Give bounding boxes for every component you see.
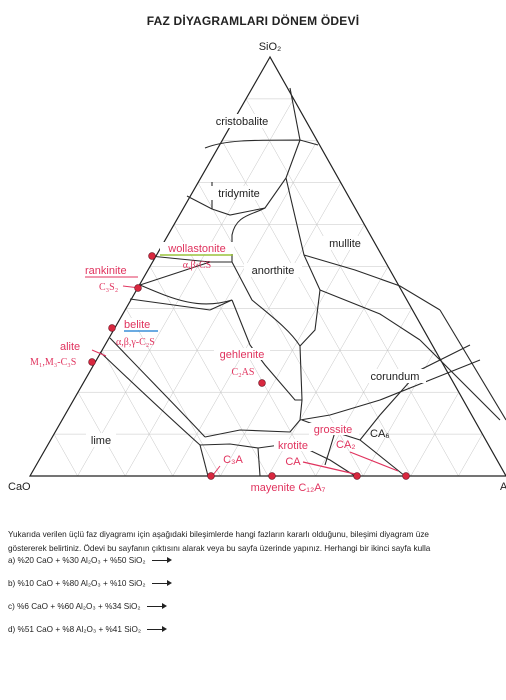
- belite-formula: α,β,γ-C₂S: [116, 337, 155, 348]
- triangle-outline: [28, 55, 506, 477]
- point-mayenite: [268, 472, 276, 480]
- grid-line: [458, 433, 483, 476]
- alite-formula: M₁,M₃-C₃S: [30, 357, 76, 368]
- region-lime: lime: [91, 435, 111, 447]
- wollastonite-formula: α,β‹CS: [183, 260, 211, 271]
- vertex-label-al2o3: A: [500, 481, 506, 493]
- point-wollastonite: [148, 252, 156, 260]
- gehlenite-formula: C₂AS: [232, 367, 255, 378]
- region-anorthite: anorthite: [252, 265, 295, 277]
- page-title: FAZ DİYAGRAMLARI DÖNEM ÖDEVİ: [146, 14, 360, 28]
- question-item: d) %51 CaO + %8 Al₂O₃ + %41 SiO₂: [8, 625, 174, 648]
- grid-line: [124, 140, 318, 476]
- question-item: c) %6 CaO + %60 Al₂O₃ + %34 SiO₂: [8, 602, 174, 625]
- ca6-label: CA₆: [370, 428, 390, 440]
- arrow-right-icon: [147, 625, 169, 634]
- compound-points: [88, 252, 410, 480]
- vertex-label-sio2: SiO₂: [259, 41, 282, 53]
- grid-line: [53, 433, 78, 476]
- description-line-1: Yukarıda verilen üçlü faz diyagramı için…: [8, 530, 429, 539]
- question-item: b) %10 CaO + %80 Al₂O₃ + %10 SiO₂: [8, 579, 174, 602]
- wollastonite-label: wollastonite: [167, 243, 225, 255]
- gehlenite-label: gehlenite: [220, 349, 265, 361]
- mayenite-label: mayenite C₁₂A₇: [251, 482, 326, 494]
- point-rankinite: [134, 284, 142, 292]
- c3a-label: C₃A: [223, 454, 243, 466]
- ca2-label: CA₂: [336, 439, 356, 451]
- composition-grid: [53, 98, 483, 476]
- belite-label: belite: [124, 319, 150, 331]
- region-cristobalite: cristobalite: [216, 116, 269, 128]
- assignment-description: Yukarıda verilen üçlü faz diyagramı için…: [8, 528, 506, 556]
- arrow-right-icon: [151, 556, 174, 565]
- point-belite: [108, 324, 116, 332]
- description-line-2: göstererek belirtiniz. Ödevi bu sayfanın…: [8, 544, 431, 553]
- region-mullite: mullite: [329, 238, 361, 250]
- question-item: a) %20 CaO + %30 Al₂O₃ + %50 SiO₂: [8, 556, 174, 579]
- question-text: a) %20 CaO + %30 Al₂O₃ + %50 SiO₂: [8, 556, 146, 565]
- point-ca: [353, 472, 361, 480]
- grid-line: [172, 182, 342, 476]
- point-ca2: [402, 472, 410, 480]
- grid-line: [245, 98, 459, 476]
- grossite-label: grossite: [314, 424, 353, 436]
- arrow-right-icon: [151, 579, 174, 588]
- region-corundum: corundum: [371, 371, 420, 383]
- rankinite-formula: C₃S₂: [99, 282, 118, 293]
- vertex-label-cao: CaO: [8, 481, 31, 493]
- phase-boundaries: [99, 87, 506, 477]
- phase-annotations: wollastonite α,β‹CS rankinite C₃S₂ belit…: [30, 242, 399, 494]
- alite-label: alite: [60, 341, 80, 353]
- point-c3a: [207, 472, 215, 480]
- grid-line: [77, 98, 294, 476]
- point-gehlenite: [258, 379, 266, 387]
- grid-line: [101, 350, 174, 476]
- question-text: d) %51 CaO + %8 Al₂O₃ + %41 SiO₂: [8, 625, 142, 634]
- rankinite-label: rankinite: [85, 265, 127, 277]
- ternary-phase-diagram: SiO₂ CaO A cristobalite tridymite mullit…: [8, 41, 506, 494]
- question-list: a) %20 CaO + %30 Al₂O₃ + %50 SiO₂ b) %10…: [8, 556, 174, 648]
- ca-label: CA: [285, 456, 301, 468]
- grid-line: [149, 266, 269, 476]
- krotite-label: krotite: [278, 440, 308, 452]
- question-text: c) %6 CaO + %60 Al₂O₃ + %34 SiO₂: [8, 602, 141, 611]
- question-text: b) %10 CaO + %80 Al₂O₃ + %10 SiO₂: [8, 579, 146, 588]
- point-alite: [88, 358, 96, 366]
- region-tridymite: tridymite: [218, 188, 260, 200]
- arrow-right-icon: [146, 602, 169, 611]
